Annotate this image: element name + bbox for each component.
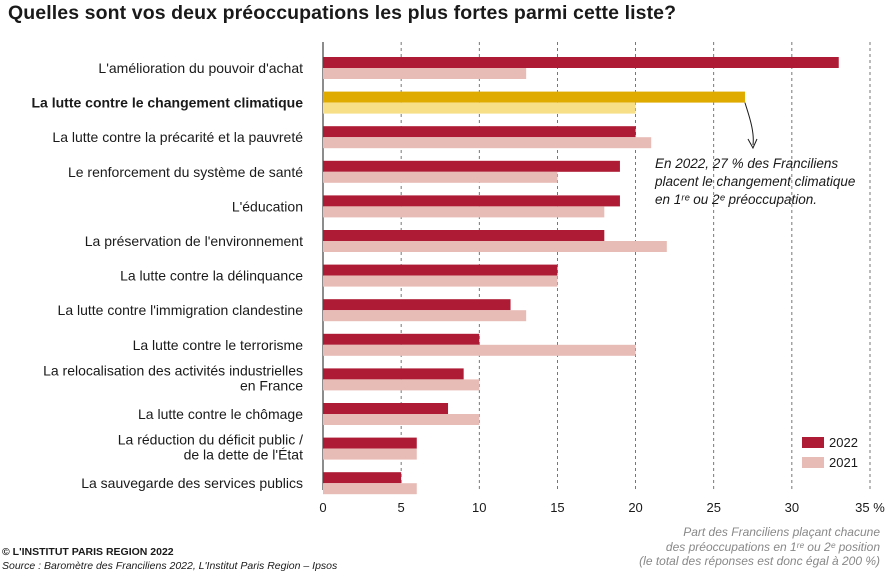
bar-2021 <box>323 448 417 460</box>
category-label: La lutte contre le chômage <box>138 406 303 422</box>
footer: © L'INSTITUT PARIS REGION 2022 Source : … <box>2 545 337 573</box>
bar-2022 <box>323 230 605 241</box>
x-tick-label: 10 <box>472 500 486 515</box>
category-label: La relocalisation des activités industri… <box>43 362 303 378</box>
category-label: La lutte contre la délinquance <box>120 268 303 284</box>
bar-2021 <box>323 68 527 79</box>
bar-2022 <box>323 160 620 172</box>
bar-2021 <box>323 102 636 114</box>
axis-note-line: Part des Franciliens plaçant chacune <box>683 525 880 539</box>
bar-2022 <box>323 195 620 207</box>
annotation-line: en 1ʳᵉ ou 2ᵉ préoccupation. <box>655 192 818 207</box>
bar-2021 <box>323 379 480 391</box>
bar-2022 <box>323 437 417 449</box>
category-label: La sauvegarde des services publics <box>81 475 303 491</box>
legend-label-2022: 2022 <box>829 435 858 450</box>
source-note: Source : Baromètre des Franciliens 2022,… <box>2 560 338 572</box>
bar-2022 <box>323 264 558 276</box>
category-label: La préservation de l'environnement <box>85 233 303 249</box>
x-tick-label: 25 <box>706 500 720 515</box>
axis-note-line: (le total des réponses est donc égal à 2… <box>639 554 880 568</box>
bar-2021 <box>323 137 652 149</box>
annotation-arrowhead <box>747 138 758 150</box>
chart-title: Quelles sont vos deux préoccupations les… <box>8 2 677 24</box>
category-label: L'amélioration du pouvoir d'achat <box>98 60 303 76</box>
annotation-line: placent le changement climatique <box>655 174 856 189</box>
bar-2022 <box>323 57 839 68</box>
annotation-line: En 2022, 27 % des Franciliens <box>655 156 839 171</box>
bar-2021 <box>323 414 480 425</box>
category-label: de la dette de l'État <box>184 447 304 463</box>
legend-label-2021: 2021 <box>829 455 858 470</box>
x-tick-label: 20 <box>628 500 642 515</box>
axis-note: Part des Franciliens plaçant chacune des… <box>580 525 880 569</box>
bar-2021 <box>323 241 667 252</box>
category-label: La lutte contre l'immigration clandestin… <box>58 302 304 318</box>
bar-2022 <box>323 472 402 484</box>
category-label: Le renforcement du système de santé <box>68 164 303 180</box>
category-label: La lutte contre la précarité et la pauvr… <box>52 129 303 145</box>
x-tick-label: 30 <box>785 500 799 515</box>
x-tick-label: 35 % <box>855 500 885 515</box>
bar-2021 <box>323 310 527 322</box>
x-tick-label: 15 <box>550 500 564 515</box>
bar-2022 <box>323 299 511 311</box>
annotation-arrow <box>744 102 754 146</box>
bar-2021 <box>323 171 558 183</box>
category-label: en France <box>240 377 303 393</box>
axis-note-line: des préoccupations en 1ʳᵉ ou 2ᵉ position <box>665 539 880 554</box>
category-label: L'éducation <box>232 198 303 214</box>
bar-2022 <box>323 91 745 103</box>
x-tick-label: 5 <box>398 500 405 515</box>
bar-2022 <box>323 368 464 380</box>
bar-2021 <box>323 483 417 495</box>
annotation-callout: En 2022, 27 % des Franciliens placent le… <box>655 155 886 209</box>
bar-2021 <box>323 275 558 287</box>
bar-2022 <box>323 403 449 414</box>
copyright: © L'INSTITUT PARIS REGION 2022 <box>2 546 174 558</box>
category-label: La réduction du déficit public / <box>118 432 303 448</box>
bar-2021 <box>323 344 636 356</box>
bar-2021 <box>323 206 605 218</box>
legend-swatch-2022 <box>802 437 824 448</box>
bar-2022 <box>323 126 636 138</box>
x-tick-label: 0 <box>319 500 326 515</box>
legend-swatch-2021 <box>802 457 824 468</box>
category-label: La lutte contre le terrorisme <box>133 337 304 353</box>
category-label: La lutte contre le changement climatique <box>31 95 303 111</box>
bar-2022 <box>323 333 480 345</box>
